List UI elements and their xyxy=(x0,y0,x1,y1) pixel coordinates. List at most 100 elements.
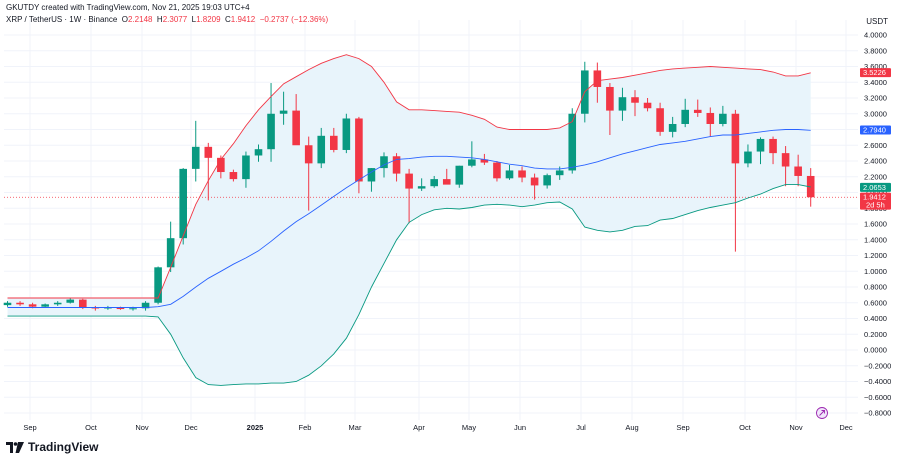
y-tick-label: −0.2000 xyxy=(864,361,891,370)
currency-label: USDT xyxy=(866,17,888,26)
candle-body xyxy=(355,118,363,182)
candle-body xyxy=(41,304,49,307)
candle-body xyxy=(317,135,326,164)
candle xyxy=(154,266,162,305)
low-value: 1.8209 xyxy=(196,15,221,24)
candle xyxy=(518,166,526,183)
open-label: O xyxy=(121,15,128,24)
candle-body xyxy=(568,113,577,171)
candle-body xyxy=(631,97,639,103)
candle xyxy=(744,144,752,168)
candle-body xyxy=(555,170,564,176)
candle-body xyxy=(668,123,677,132)
open-value: 2.2148 xyxy=(128,15,153,24)
candle-body xyxy=(518,170,526,178)
candle-body xyxy=(380,156,388,169)
candle-body xyxy=(468,159,476,166)
candle xyxy=(179,168,187,245)
candle-body xyxy=(141,302,150,309)
candle xyxy=(794,154,802,187)
price-tag: 3.5226 xyxy=(860,68,891,77)
candle xyxy=(342,113,351,154)
x-tick-label: Dec xyxy=(184,423,198,432)
y-tick-label: 3.2000 xyxy=(864,94,887,103)
price-tag-countdown: 2d 5h xyxy=(866,201,885,210)
brand-name: TradingView xyxy=(28,440,99,454)
candle-body xyxy=(242,155,250,180)
brand: TradingView xyxy=(6,440,98,454)
candle xyxy=(568,108,577,174)
x-tick-label: Jul xyxy=(576,423,586,432)
candle xyxy=(681,98,689,128)
candle xyxy=(41,303,49,308)
candle-body xyxy=(28,304,37,307)
candle xyxy=(191,120,200,182)
x-tick-label: Dec xyxy=(839,423,853,432)
candle xyxy=(141,301,150,311)
candle-body xyxy=(606,86,614,111)
candle xyxy=(593,62,602,103)
candle xyxy=(330,127,338,153)
candle-body xyxy=(154,267,162,303)
candle xyxy=(668,116,677,138)
y-tick-label: 2.6000 xyxy=(864,141,887,150)
price-tag-label: 2.0653 xyxy=(863,183,886,192)
candle-body xyxy=(16,302,24,305)
candle xyxy=(292,94,300,146)
y-tick-label: −0.4000 xyxy=(864,377,891,386)
candle-body xyxy=(480,159,489,163)
y-tick-label: 1.0000 xyxy=(864,267,887,276)
y-tick-label: 3.8000 xyxy=(864,46,887,55)
bollinger-upper-line xyxy=(7,54,811,299)
candle-body xyxy=(417,186,426,189)
candle-body xyxy=(769,138,777,154)
candle-body xyxy=(204,146,213,158)
candle-body xyxy=(104,307,112,309)
candle-body xyxy=(455,165,464,185)
y-tick-label: 1.6000 xyxy=(864,220,887,229)
x-tick-label: Apr xyxy=(413,423,425,432)
candle-body xyxy=(731,113,740,164)
candle-body xyxy=(781,153,790,167)
candle-body xyxy=(292,110,300,146)
candle-body xyxy=(3,302,12,306)
price-tag-bg xyxy=(860,68,891,78)
candle xyxy=(606,83,614,136)
candle-body xyxy=(719,113,727,124)
candle xyxy=(3,301,12,307)
candle-body xyxy=(442,179,451,185)
candle xyxy=(656,102,664,136)
candle-body xyxy=(681,109,689,124)
y-tick-label: 0.8000 xyxy=(864,283,887,292)
candle xyxy=(643,98,652,112)
candle xyxy=(693,99,702,117)
candle xyxy=(505,164,514,180)
candle-body xyxy=(166,238,175,268)
high-value: 2.3077 xyxy=(162,15,188,24)
x-tick-label: Jun xyxy=(514,423,526,432)
change-value: −0.2737 (−12.36%) xyxy=(259,15,329,24)
price-tag-bg xyxy=(860,125,891,135)
candle-body xyxy=(618,97,627,111)
candle xyxy=(166,221,175,273)
symbol-legend: XRP / TetherUS · 1W · Binance O2.2148 H2… xyxy=(6,15,328,24)
candle-body xyxy=(279,110,288,114)
candle xyxy=(781,146,790,187)
replay-icon[interactable] xyxy=(816,407,828,419)
candle-body xyxy=(53,302,62,305)
candle xyxy=(242,151,250,188)
price-tag-label: 1.9412 xyxy=(863,193,886,202)
candle-body xyxy=(643,102,652,109)
candle-body xyxy=(794,166,802,176)
y-tick-label: 1.4000 xyxy=(864,235,887,244)
x-tick-label: Oct xyxy=(739,423,752,432)
candle-body xyxy=(330,135,338,150)
candle-body xyxy=(217,157,225,173)
y-axis[interactable]: 4.00003.80003.60003.40003.20003.00002.80… xyxy=(864,31,891,418)
x-axis[interactable]: Sep Oct Nov Dec 2025 Feb Mar Apr May Jun Jul Aug Sep… xyxy=(23,423,853,432)
candle-body xyxy=(367,168,376,182)
grid xyxy=(4,20,858,420)
y-tick-label: 4.0000 xyxy=(864,31,887,40)
